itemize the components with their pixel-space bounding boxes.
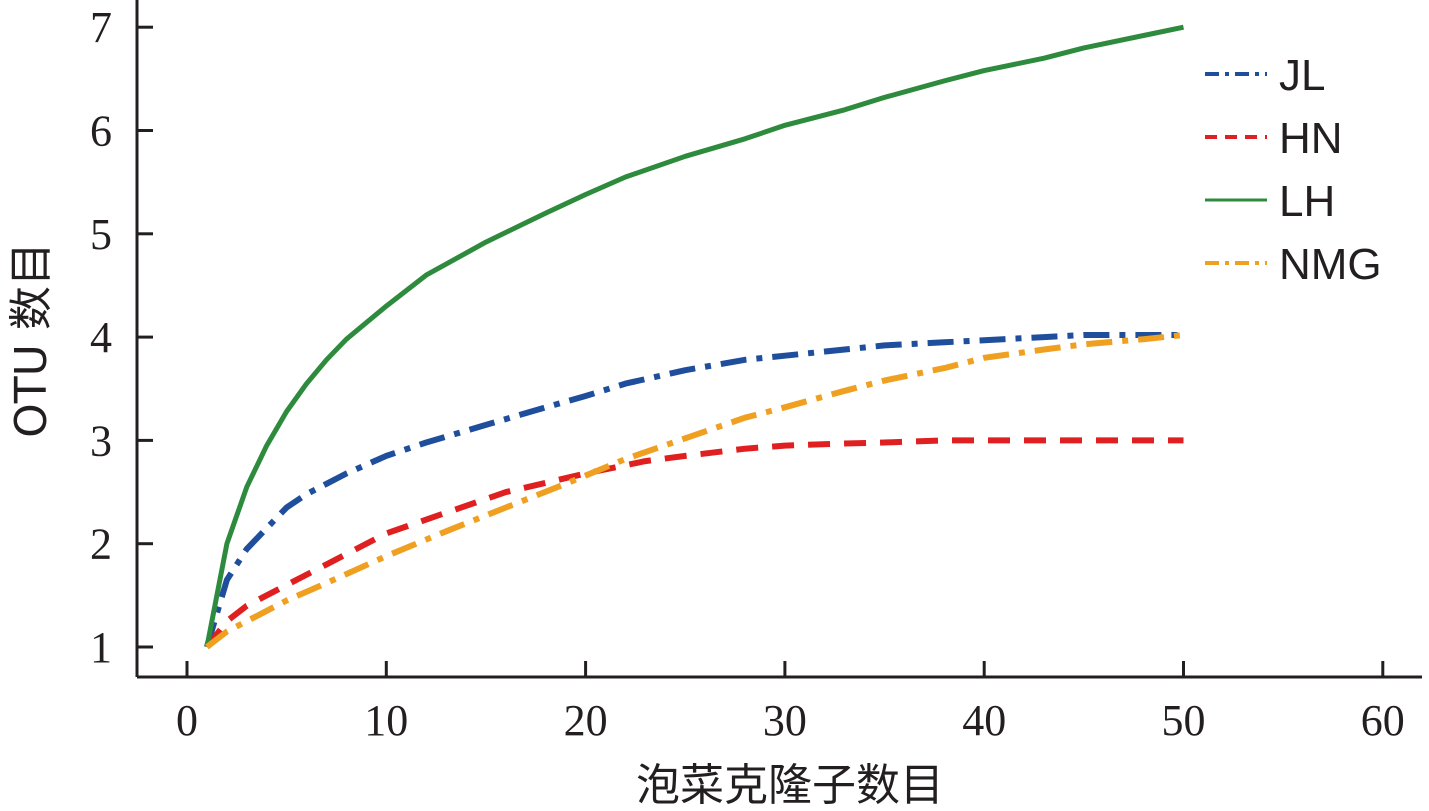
legend-label-lh: LH	[1279, 177, 1335, 226]
y-tick-label: 2	[90, 520, 112, 569]
series-line-jl	[204, 332, 1184, 648]
x-tick-label: 60	[1361, 696, 1405, 745]
x-tick-label: 10	[364, 696, 408, 745]
legend-label-jl: JL	[1279, 51, 1325, 100]
axes	[135, 0, 1422, 679]
y-tick-label: 3	[90, 416, 112, 465]
series-layer	[204, 24, 1185, 650]
y-tick-label: 4	[90, 313, 112, 362]
y-ticks: 1 2 3 4 5 6 7	[90, 3, 153, 672]
y-tick-label: 1	[90, 623, 112, 672]
x-tick-label: 20	[564, 696, 608, 745]
series-line-hn	[204, 437, 1184, 649]
y-tick-label: 7	[90, 3, 112, 52]
y-tick-label: 5	[90, 210, 112, 259]
legend-label-nmg: NMG	[1279, 240, 1382, 289]
x-tick-label: 30	[763, 696, 807, 745]
series-line-lh	[204, 24, 1185, 648]
legend: JL HN LH NMG	[1205, 51, 1382, 289]
x-tick-label: 50	[1162, 696, 1206, 745]
x-ticks: 0 10 20 30 40 50 60	[176, 661, 1405, 745]
y-axis-title: OTU 数目	[6, 242, 57, 438]
series-line-nmg	[205, 332, 1184, 650]
y-tick-label: 6	[90, 107, 112, 156]
x-axis-title: 泡菜克隆子数目	[636, 760, 944, 811]
legend-label-hn: HN	[1279, 114, 1343, 163]
x-tick-label: 40	[962, 696, 1006, 745]
x-tick-label: 0	[176, 696, 198, 745]
